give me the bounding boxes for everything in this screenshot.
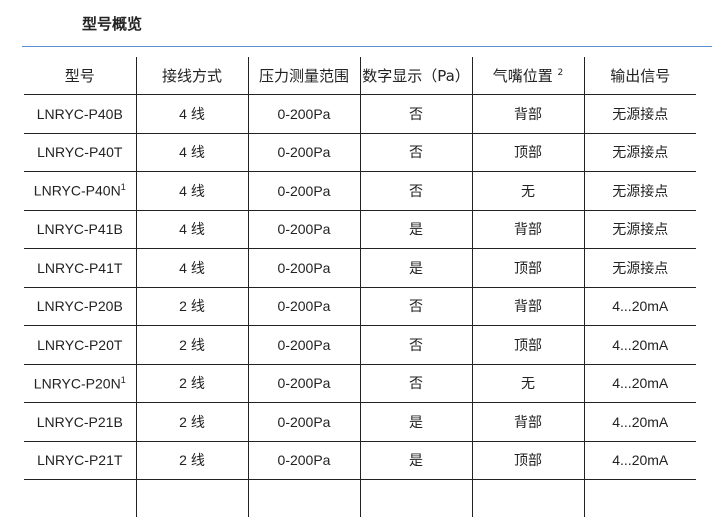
cell-wiring: 2 线: [135, 325, 248, 365]
table-row: LNRYC-P20T 2 线 0-200Pa 否顶部 4...20mA: [24, 325, 696, 365]
table-row: LNRYC-P40B 4 线 0-200Pa 否背部 无源接点: [24, 94, 696, 134]
cell-model: LNRYC-P21B: [24, 402, 136, 442]
table-row: LNRYC-P40N1 4 线 0-200Pa 否无无源接点: [24, 171, 696, 211]
cell-nozzle: 背部: [471, 94, 584, 134]
header-range: 压力测量范围: [247, 57, 360, 95]
cell-nozzle: 背部: [471, 210, 584, 249]
header-nozzle: 气嘴位置 2: [471, 57, 584, 95]
cell-range: 0-200Pa: [247, 133, 360, 172]
section-title: 型号概览: [82, 15, 143, 33]
cell-nozzle: 顶部: [471, 325, 584, 365]
header-label: 数字显示（Pa）: [362, 67, 470, 85]
cell-display: 是: [359, 402, 472, 442]
header-row: 型号 接线方式 压力测量范围 数字显示（Pa） 气嘴位置 2 输出信号: [24, 57, 696, 95]
cell-nozzle: 无: [471, 364, 584, 403]
footnote-marker: 2: [557, 68, 564, 78]
table-row: LNRYC-P21T 2 线 0-200Pa 是顶部 4...20mA: [24, 441, 696, 480]
cell-wiring: 2 线: [135, 364, 248, 403]
cell-output: 无源接点: [583, 248, 696, 288]
cell-display: 否: [359, 94, 472, 134]
header-display: 数字显示（Pa）: [359, 57, 472, 95]
cell-output: 4...20mA: [583, 402, 696, 442]
cell-output: 无源接点: [583, 94, 696, 134]
cell-model: LNRYC-P40N1: [24, 171, 136, 211]
table-row: LNRYC-P20B 2 线 0-200Pa 否背部 4...20mA: [24, 287, 696, 326]
cell-wiring: 4 线: [135, 94, 248, 134]
cell-display: 否: [359, 171, 472, 211]
cell-wiring: 2 线: [135, 441, 248, 480]
empty-cell: [471, 479, 584, 517]
empty-cell: [247, 479, 360, 517]
cell-range: 0-200Pa: [247, 441, 360, 480]
cell-model: LNRYC-P41B: [24, 210, 136, 249]
header-output: 输出信号: [583, 57, 696, 95]
header-model: 型号: [24, 57, 136, 95]
title-divider: [22, 46, 712, 47]
cell-output: 4...20mA: [583, 325, 696, 365]
cell-model: LNRYC-P20T: [24, 325, 136, 365]
cell-nozzle: 背部: [471, 287, 584, 326]
cell-output: 4...20mA: [583, 441, 696, 480]
empty-cell: [135, 479, 248, 517]
header-wiring: 接线方式: [135, 57, 248, 95]
header-label: 压力测量范围: [258, 67, 349, 85]
cell-wiring: 4 线: [135, 133, 248, 172]
header-label: 接线方式: [161, 67, 222, 85]
empty-cell: [24, 480, 136, 518]
cell-model: LNRYC-P20N1: [24, 364, 136, 403]
cell-output: 4...20mA: [583, 287, 696, 326]
cell-wiring: 2 线: [135, 402, 248, 442]
cell-wiring: 2 线: [135, 287, 248, 326]
cell-wiring: 4 线: [135, 171, 248, 211]
model-overview-table: 型号 接线方式 压力测量范围 数字显示（Pa） 气嘴位置 2 输出信号 LNRYC-P40…: [24, 57, 696, 517]
empty-cell: [359, 479, 472, 517]
cell-nozzle: 背部: [471, 402, 584, 442]
cell-display: 是: [359, 441, 472, 480]
cell-wiring: 4 线: [135, 248, 248, 288]
cell-range: 0-200Pa: [247, 325, 360, 365]
table-row: LNRYC-P21B 2 线 0-200Pa 是背部 4...20mA: [24, 402, 696, 442]
cell-range: 0-200Pa: [247, 94, 360, 134]
cell-display: 否: [359, 287, 472, 326]
cell-model: LNRYC-P21T: [24, 441, 136, 480]
footnote-marker: 1: [120, 374, 126, 385]
table-row: LNRYC-P20N1 2 线 0-200Pa 否无 4...20mA: [24, 364, 696, 403]
cell-display: 是: [359, 210, 472, 249]
cell-range: 0-200Pa: [247, 171, 360, 211]
cell-nozzle: 无: [471, 171, 584, 211]
cell-nozzle: 顶部: [471, 248, 584, 288]
empty-row: [24, 479, 696, 518]
header-label: 气嘴位置: [492, 67, 553, 85]
cell-range: 0-200Pa: [247, 287, 360, 326]
table-row: LNRYC-P41B 4 线 0-200Pa 是背部 无源接点: [24, 210, 696, 249]
cell-model: LNRYC-P40T: [24, 133, 136, 172]
cell-output: 无源接点: [583, 210, 696, 249]
cell-output: 无源接点: [583, 133, 696, 172]
cell-output: 无源接点: [583, 171, 696, 211]
table-row: LNRYC-P41T 4 线 0-200Pa 是顶部 无源接点: [24, 248, 696, 288]
empty-cell: [583, 479, 696, 517]
cell-range: 0-200Pa: [247, 364, 360, 403]
cell-range: 0-200Pa: [247, 248, 360, 288]
cell-output: 4...20mA: [583, 364, 696, 403]
cell-display: 否: [359, 133, 472, 172]
cell-nozzle: 顶部: [471, 441, 584, 480]
cell-wiring: 4 线: [135, 210, 248, 249]
cell-model: LNRYC-P20B: [24, 287, 136, 326]
cell-model: LNRYC-P41T: [24, 248, 136, 288]
header-label: 输出信号: [610, 67, 671, 85]
cell-display: 否: [359, 364, 472, 403]
cell-range: 0-200Pa: [247, 402, 360, 442]
cell-display: 是: [359, 248, 472, 288]
cell-display: 否: [359, 325, 472, 365]
header-label: 型号: [64, 67, 95, 85]
cell-model: LNRYC-P40B: [24, 94, 136, 134]
cell-range: 0-200Pa: [247, 210, 360, 249]
footnote-marker: 1: [120, 182, 126, 193]
table-row: LNRYC-P40T 4 线 0-200Pa 否顶部 无源接点: [24, 133, 696, 172]
cell-nozzle: 顶部: [471, 133, 584, 172]
